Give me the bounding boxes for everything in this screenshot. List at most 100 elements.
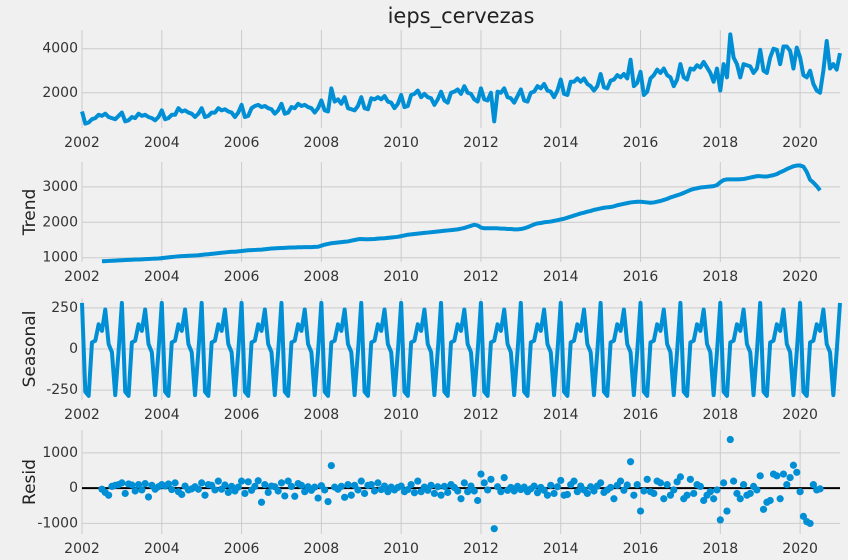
resid-point [676, 473, 685, 481]
resid-point [547, 481, 555, 489]
resid-point [281, 492, 289, 500]
resid-point [799, 512, 808, 520]
resid-point [663, 481, 671, 489]
y-tick-label: 4000 [42, 41, 78, 57]
resid-point [686, 475, 694, 483]
x-tick-label: 2002 [64, 135, 100, 151]
x-tick-label: 2020 [782, 269, 818, 285]
resid-point [314, 494, 322, 502]
resid-point [789, 461, 798, 469]
x-tick-label: 2020 [782, 541, 818, 557]
resid-point [736, 495, 744, 503]
y-tick-label: 250 [51, 300, 78, 316]
resid-point [134, 481, 143, 489]
resid-point [610, 495, 618, 503]
resid-point [118, 479, 126, 487]
resid-point [277, 479, 286, 487]
x-tick-label: 2010 [383, 407, 419, 423]
x-tick-label: 2014 [543, 541, 579, 557]
resid-point [291, 492, 299, 500]
resid-point [198, 479, 206, 487]
resid-point [713, 486, 721, 494]
y-tick-label: -1000 [37, 515, 78, 531]
resid-point [221, 481, 229, 489]
resid-point [321, 486, 329, 494]
resid-point [550, 489, 558, 498]
resid-point [477, 470, 485, 478]
resid-point [237, 477, 246, 485]
resid-point [553, 483, 562, 491]
x-tick-label: 2006 [224, 269, 260, 285]
x-tick-label: 2016 [623, 407, 659, 423]
trend-line [80, 300, 842, 398]
chart-title: ieps_cervezas [388, 4, 535, 29]
resid-point [783, 481, 791, 489]
resid-point [607, 483, 615, 492]
resid-point [700, 496, 708, 505]
resid-point [287, 482, 296, 491]
resid-point [354, 486, 362, 494]
resid-point [716, 516, 724, 524]
resid-point [434, 483, 442, 491]
resid-point [806, 519, 814, 528]
resid-point [234, 483, 242, 491]
y-tick-label: 1000 [42, 445, 78, 461]
resid-point [597, 479, 605, 487]
resid-point [474, 496, 482, 505]
x-tick-label: 2018 [702, 135, 738, 151]
trend-line [80, 32, 842, 126]
y-axis-label: Resid [20, 459, 40, 505]
resid-point [487, 475, 495, 483]
resid-point [427, 481, 435, 489]
resid-point [630, 491, 638, 499]
resid-point [311, 483, 319, 491]
x-tick-label: 2004 [144, 407, 180, 423]
resid-point [121, 489, 129, 498]
resid-point [241, 489, 249, 498]
x-tick-label: 2004 [144, 269, 180, 285]
x-tick-label: 2018 [702, 407, 738, 423]
resid-point [367, 481, 375, 489]
resid-point [796, 488, 804, 496]
y-tick-label: -250 [46, 382, 78, 398]
resid-point [144, 493, 153, 501]
resid-point [497, 488, 505, 496]
x-tick-label: 2016 [623, 541, 659, 557]
resid-point [666, 491, 675, 499]
resid-point [464, 488, 472, 496]
resid-point [620, 486, 628, 494]
resid-point [430, 489, 438, 498]
resid-point [626, 458, 635, 466]
resid-point [570, 477, 578, 485]
resid-point [374, 479, 382, 487]
x-tick-label: 2014 [543, 135, 579, 151]
resid-point [211, 486, 219, 494]
y-tick-label: 3000 [42, 179, 78, 195]
resid-point [264, 488, 272, 496]
trend-line [101, 163, 822, 264]
resid-point [753, 486, 761, 494]
y-tick-label: 0 [69, 480, 78, 496]
resid-point [224, 488, 232, 496]
resid-point [470, 487, 478, 495]
resid-point [178, 490, 186, 499]
resid-point [324, 497, 332, 506]
resid-point [623, 481, 631, 489]
resid-point [633, 481, 641, 489]
resid-point [726, 435, 734, 444]
resid-point [543, 491, 552, 499]
resid-point [720, 479, 728, 487]
x-tick-label: 2012 [463, 407, 499, 423]
y-tick-label: 1000 [42, 250, 78, 266]
resid-point [776, 495, 784, 503]
resid-point [138, 486, 146, 494]
x-tick-label: 2002 [64, 407, 100, 423]
resid-point [723, 507, 731, 515]
resid-point [656, 479, 665, 487]
resid-point [746, 489, 754, 498]
resid-point [766, 496, 774, 505]
y-tick-label: 0 [69, 341, 78, 357]
resid-point [490, 525, 498, 533]
resid-point [254, 477, 262, 485]
